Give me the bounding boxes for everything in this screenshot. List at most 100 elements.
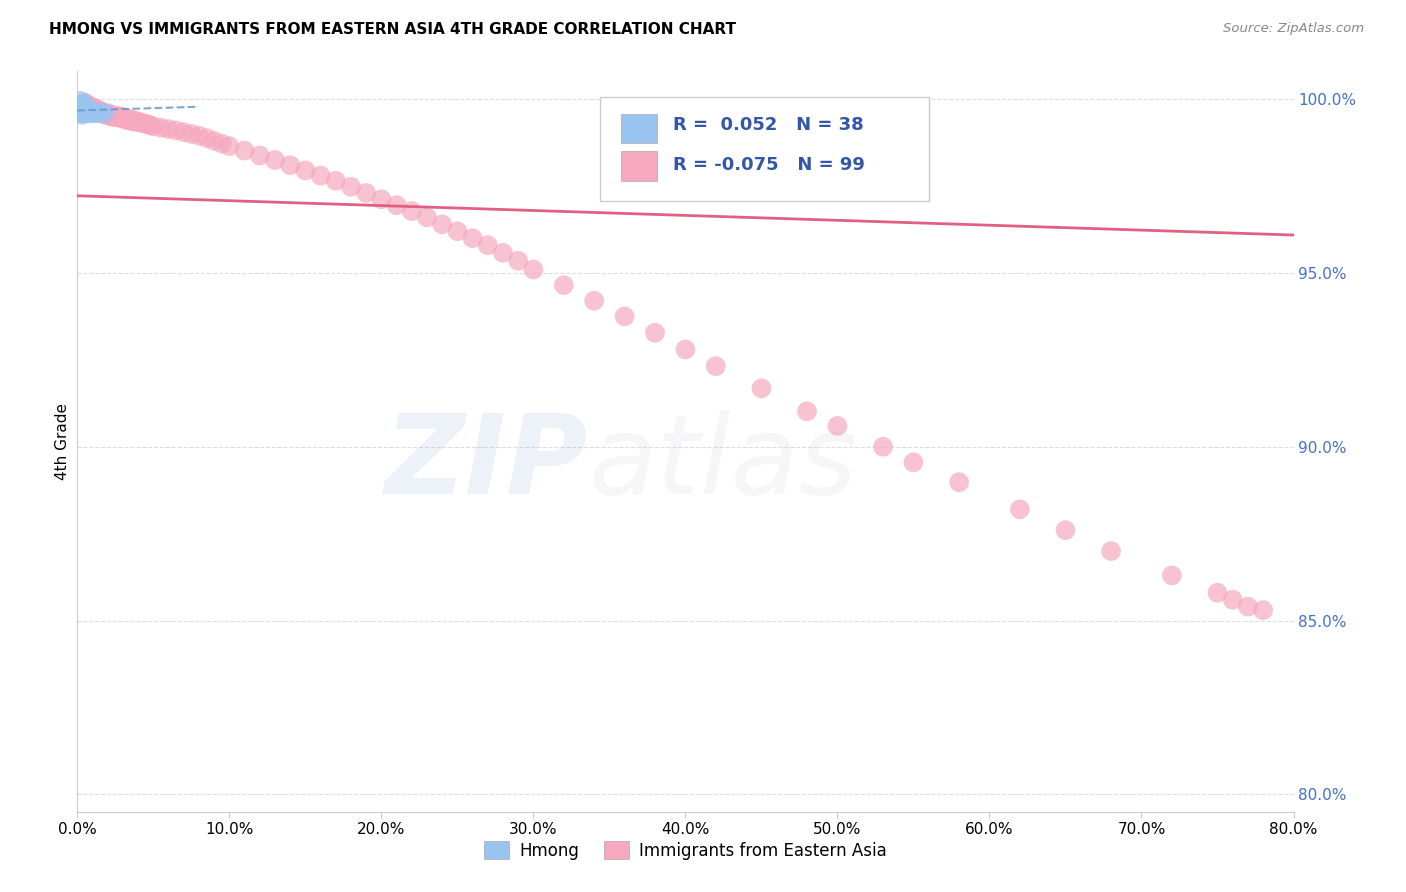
Point: [294, 163, 316, 178]
Point: [89, 106, 111, 120]
Point: [79, 104, 101, 119]
Point: [401, 204, 423, 219]
Point: [72, 104, 94, 119]
Point: [134, 116, 156, 130]
Point: [1099, 544, 1122, 558]
Point: [72, 97, 94, 112]
Point: [83, 103, 105, 117]
Point: [1054, 523, 1077, 537]
Point: [118, 112, 141, 126]
FancyBboxPatch shape: [621, 113, 658, 144]
Point: [73, 103, 96, 117]
Point: [77, 106, 100, 120]
Point: [872, 440, 894, 454]
Point: [264, 153, 287, 167]
FancyBboxPatch shape: [621, 152, 658, 181]
Point: [75, 101, 97, 115]
Point: [202, 134, 225, 148]
Point: [211, 136, 233, 151]
Point: [122, 114, 145, 128]
Point: [149, 120, 172, 135]
Point: [70, 108, 93, 122]
Point: [173, 125, 195, 139]
Point: [1206, 586, 1229, 600]
Point: [142, 120, 165, 134]
Text: R = -0.075   N = 99: R = -0.075 N = 99: [673, 155, 865, 174]
Point: [97, 106, 120, 120]
Point: [77, 103, 100, 118]
Point: [114, 112, 136, 127]
Point: [105, 109, 128, 123]
Point: [73, 95, 96, 110]
Point: [75, 103, 97, 118]
Point: [430, 217, 453, 231]
Point: [249, 148, 271, 162]
Legend: Hmong, Immigrants from Eastern Asia: Hmong, Immigrants from Eastern Asia: [478, 835, 893, 866]
Point: [325, 174, 347, 188]
Point: [80, 106, 103, 120]
Point: [82, 102, 104, 116]
Point: [89, 103, 111, 118]
Point: [84, 106, 107, 120]
Point: [70, 106, 93, 120]
Point: [73, 104, 96, 119]
Point: [72, 106, 94, 120]
Point: [121, 113, 143, 128]
Point: [583, 293, 606, 308]
Point: [233, 144, 256, 158]
Point: [108, 110, 131, 124]
Point: [101, 110, 124, 124]
Text: atlas: atlas: [588, 410, 856, 517]
Point: [70, 103, 93, 117]
Point: [446, 224, 468, 238]
Point: [522, 262, 544, 277]
Point: [75, 103, 97, 117]
Text: R =  0.052   N = 38: R = 0.052 N = 38: [673, 117, 865, 135]
Point: [72, 99, 94, 113]
Point: [77, 102, 100, 116]
Point: [796, 404, 818, 418]
Point: [553, 278, 575, 293]
Point: [127, 114, 149, 128]
Point: [1237, 599, 1260, 614]
Point: [195, 131, 218, 145]
Point: [75, 97, 97, 112]
Point: [87, 105, 110, 120]
Point: [70, 97, 93, 112]
Point: [508, 253, 530, 268]
Point: [370, 192, 392, 206]
Point: [129, 116, 152, 130]
Point: [136, 117, 159, 131]
Point: [613, 310, 636, 324]
Point: [1008, 502, 1031, 516]
Y-axis label: 4th Grade: 4th Grade: [55, 403, 70, 480]
Point: [125, 115, 148, 129]
Point: [91, 106, 114, 120]
Text: HMONG VS IMMIGRANTS FROM EASTERN ASIA 4TH GRADE CORRELATION CHART: HMONG VS IMMIGRANTS FROM EASTERN ASIA 4T…: [49, 22, 737, 37]
Point: [1222, 592, 1244, 607]
Point: [83, 101, 105, 115]
Point: [157, 122, 180, 136]
Point: [70, 99, 93, 113]
Point: [278, 158, 301, 172]
Point: [416, 211, 439, 225]
Point: [104, 110, 127, 124]
Point: [100, 108, 122, 122]
Point: [82, 106, 104, 120]
Point: [72, 101, 94, 115]
Point: [90, 104, 112, 119]
Point: [93, 106, 115, 120]
Point: [70, 104, 93, 119]
Point: [79, 103, 101, 118]
Point: [340, 179, 363, 194]
Point: [117, 113, 139, 128]
Point: [461, 231, 484, 245]
Point: [93, 107, 115, 121]
Point: [77, 104, 100, 119]
Point: [675, 343, 697, 357]
Point: [751, 381, 773, 395]
Point: [73, 99, 96, 113]
Point: [644, 326, 666, 340]
Point: [827, 418, 849, 433]
FancyBboxPatch shape: [600, 97, 929, 201]
